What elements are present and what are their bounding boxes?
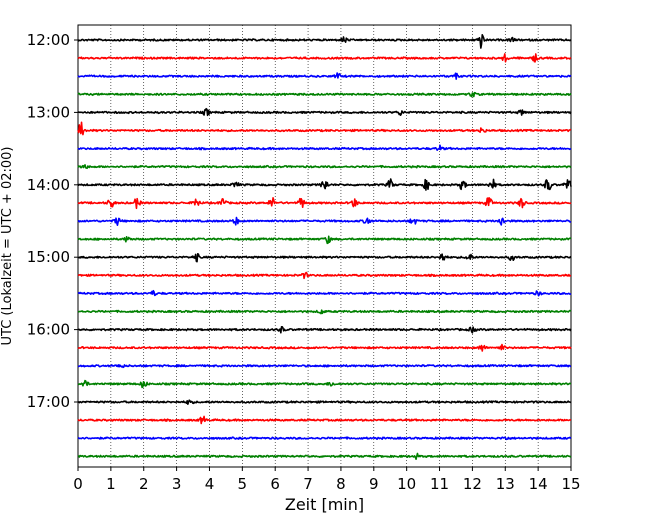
trace-1215 <box>77 53 572 63</box>
x-axis-label: Zeit [min] <box>285 495 364 514</box>
trace-1330 <box>77 144 572 151</box>
trace-1500 <box>77 252 572 263</box>
trace-1700 <box>77 399 572 405</box>
trace-1430 <box>77 216 572 227</box>
x-tick-label: 8 <box>336 475 346 493</box>
plot-frame <box>77 24 572 468</box>
y-tick-label: 16:00 <box>27 321 70 339</box>
trace-1600 <box>77 326 572 334</box>
x-tick-label: 2 <box>139 475 149 493</box>
trace-1745 <box>77 452 572 461</box>
seismic-traces <box>77 33 572 461</box>
x-tick-label: 1 <box>106 475 116 493</box>
trace-1645 <box>77 379 572 389</box>
x-tick-label: 11 <box>430 475 449 493</box>
trace-1730 <box>77 436 572 441</box>
trace-1245 <box>77 91 572 98</box>
trace-1200 <box>77 33 572 49</box>
y-tick-label: 15:00 <box>27 248 70 266</box>
trace-1315 <box>77 121 572 136</box>
trace-1345 <box>77 164 572 170</box>
trace-1630 <box>77 364 572 369</box>
x-tick-label: 7 <box>303 475 313 493</box>
x-tick-label: 3 <box>172 475 182 493</box>
x-tick-label: 14 <box>529 475 548 493</box>
trace-1530 <box>77 289 572 297</box>
x-tick-label: 4 <box>205 475 215 493</box>
trace-1300 <box>77 107 572 117</box>
x-tick-label: 10 <box>397 475 416 493</box>
trace-1615 <box>77 343 572 352</box>
y-axis-ticks: 12:00 13:00 14:00 15:00 16:00 17:00 <box>27 31 78 411</box>
x-tick-label: 13 <box>496 475 515 493</box>
trace-1230 <box>77 72 572 80</box>
trace-1445 <box>77 235 572 245</box>
trace-1515 <box>77 271 572 280</box>
y-tick-label: 12:00 <box>27 31 70 49</box>
x-axis-ticks: 0 1 2 3 4 5 6 7 8 9 10 11 12 13 14 15 <box>73 467 581 493</box>
trace-1545 <box>77 309 572 315</box>
y-tick-label: 14:00 <box>27 176 70 194</box>
y-tick-label: 17:00 <box>27 393 70 411</box>
vertical-grid <box>110 25 539 467</box>
x-tick-label: 0 <box>73 475 83 493</box>
y-axis-label: UTC (Lokalzeit = UTC + 02:00) <box>0 147 15 346</box>
y-tick-label: 13:00 <box>27 103 70 121</box>
trace-1400 <box>77 178 572 191</box>
x-tick-label: 9 <box>369 475 379 493</box>
x-tick-label: 15 <box>561 475 580 493</box>
x-tick-label: 12 <box>463 475 482 493</box>
x-tick-label: 6 <box>270 475 280 493</box>
trace-1715 <box>77 415 572 425</box>
x-tick-label: 5 <box>238 475 248 493</box>
trace-1415 <box>77 197 572 210</box>
